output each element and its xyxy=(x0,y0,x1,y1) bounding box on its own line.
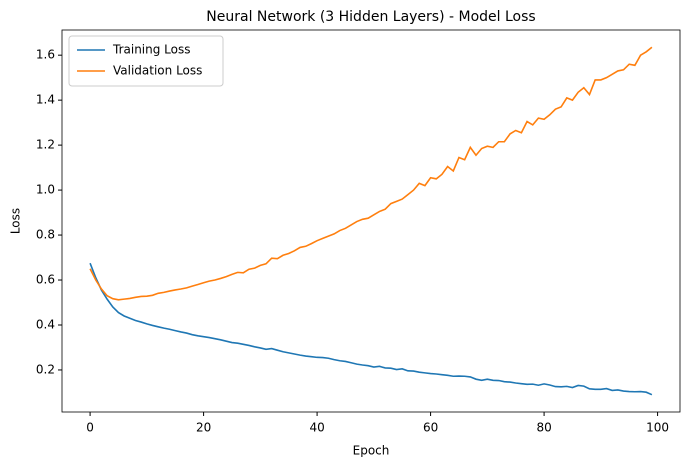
y-tick-label: 0.8 xyxy=(36,228,55,242)
y-tick-label: 0.4 xyxy=(36,317,55,331)
y-tick-label: 1.6 xyxy=(36,48,55,62)
legend: Training Loss Validation Loss xyxy=(68,35,224,87)
x-tick-label: 0 xyxy=(86,421,94,435)
x-tick-label: 100 xyxy=(646,421,669,435)
legend-label: Validation Loss xyxy=(113,64,202,78)
y-tick-label: 0.2 xyxy=(36,362,55,376)
y-tick-label: 1.2 xyxy=(36,138,55,152)
y-axis-label: Loss xyxy=(9,208,23,234)
x-axis-label: Epoch xyxy=(353,444,390,458)
x-tick-label: 80 xyxy=(536,421,551,435)
plot-frame xyxy=(61,29,681,413)
line-series xyxy=(89,262,653,396)
legend-box xyxy=(68,35,224,87)
chart-title: Neural Network (3 Hidden Layers) - Model… xyxy=(206,9,535,25)
x-tick-label: 20 xyxy=(196,421,211,435)
legend-label: Training Loss xyxy=(112,43,190,57)
y-tick-label: 1.4 xyxy=(36,93,55,107)
y-tick-label: 0.6 xyxy=(36,273,55,287)
x-tick-label: 60 xyxy=(423,421,438,435)
line-series xyxy=(89,46,653,301)
x-tick-label: 40 xyxy=(309,421,324,435)
y-tick-label: 1.0 xyxy=(36,183,55,197)
